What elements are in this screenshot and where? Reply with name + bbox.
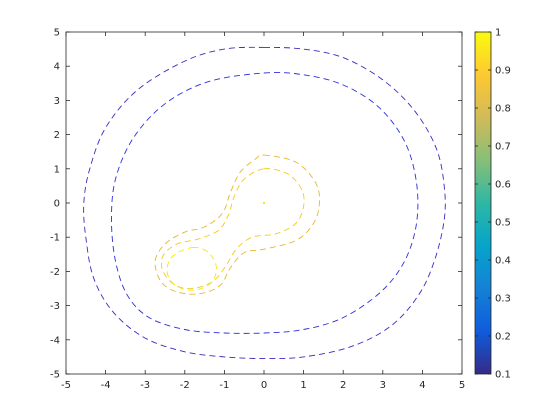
contour-line-0.8 [154, 154, 320, 295]
y-tick-label: 3 [54, 96, 60, 107]
y-tick-label: 4 [54, 62, 60, 73]
y-tick-label: -4 [50, 335, 60, 346]
y-tick-label: 0 [54, 199, 60, 210]
peak-marker [262, 201, 266, 205]
colorbar-tick-label: 0.3 [495, 294, 511, 305]
y-tick-label: -2 [50, 267, 60, 278]
axis-ticks: -5 -4 -3 -2 -1 0 1 2 3 4 5 -5 -4 -3 -2 -1 0 1 2 3 4 5 [50, 28, 465, 392]
x-tick-label: 1 [300, 380, 306, 391]
y-tick-label: -1 [50, 233, 60, 244]
contour-line-1 [166, 246, 217, 291]
colorbar [474, 31, 492, 375]
contour-line-0.2 [111, 72, 419, 334]
x-tick-label: 3 [380, 380, 386, 391]
contour-line-0.9 [160, 168, 305, 290]
y-tick-label: 1 [54, 164, 60, 175]
colorbar-tick-label: 0.5 [495, 218, 511, 229]
x-tick-label: -1 [219, 380, 229, 391]
colorbar-tick-label: 0.7 [495, 142, 511, 153]
x-tick-label: 2 [340, 380, 346, 391]
x-tick-label: -4 [101, 380, 111, 391]
colorbar-tick-label: 0.9 [495, 66, 511, 77]
colorbar-tick-label: 0.4 [495, 256, 511, 267]
x-tick-label: 0 [261, 380, 267, 391]
colorbar-tick-label: 0.2 [495, 332, 511, 343]
y-tick-label: 5 [54, 28, 60, 39]
x-tick-label: -2 [180, 380, 190, 391]
colorbar-ticks: 0.1 0.2 0.3 0.4 0.5 0.6 0.7 0.8 0.9 1 [475, 28, 511, 381]
colorbar-tick-label: 0.1 [495, 370, 511, 381]
y-tick-label: -5 [50, 370, 60, 381]
colorbar-tick-label: 0.8 [495, 104, 511, 115]
contour-lines [83, 46, 446, 360]
y-tick-label: -3 [50, 301, 60, 312]
colorbar-tick-label: 1 [495, 28, 501, 39]
x-tick-label: -5 [61, 380, 71, 391]
contour-line-0.1 [83, 46, 446, 360]
x-tick-label: 5 [459, 380, 465, 391]
colorbar-tick-label: 0.6 [495, 180, 511, 191]
x-tick-label: -3 [140, 380, 150, 391]
y-tick-label: 2 [54, 130, 60, 141]
x-tick-label: 4 [419, 380, 425, 391]
